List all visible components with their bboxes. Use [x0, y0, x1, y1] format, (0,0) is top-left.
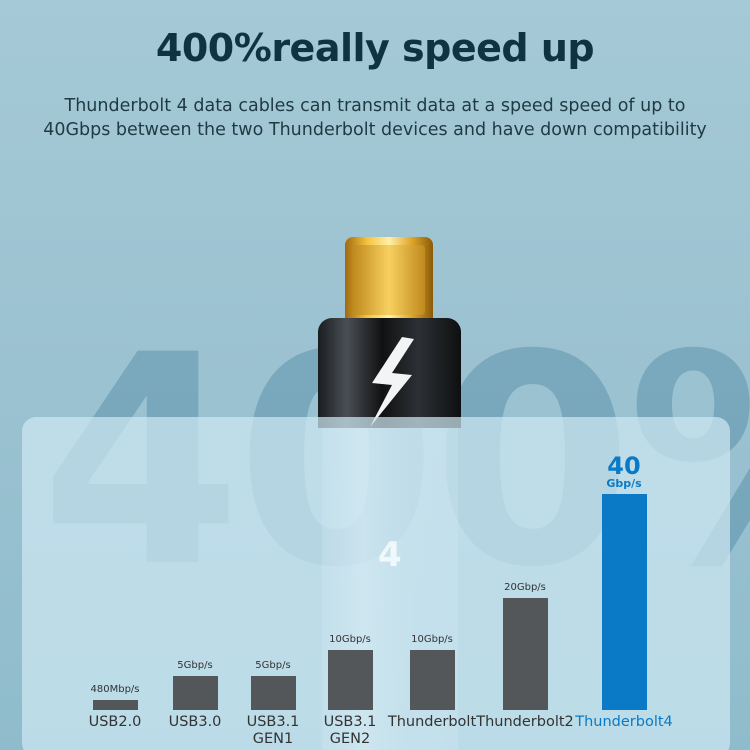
- data-label: 5Gbp/s: [255, 660, 291, 671]
- highlight-value-label: 40: [607, 452, 641, 480]
- data-label: 480Mbp/s: [90, 684, 140, 695]
- data-label: 10Gbp/s: [329, 634, 371, 645]
- data-label: 20Gbp/s: [504, 582, 546, 593]
- subtitle-line: 40Gbps between the two Thunderbolt devic…: [43, 120, 707, 140]
- category-label: USB3.1 GEN1: [246, 714, 300, 747]
- category-label: USB2.0: [88, 714, 142, 730]
- category-label: USB3.1 GEN2: [323, 714, 377, 747]
- category-label: USB3.0: [168, 714, 222, 730]
- page-title: 400%really speed up: [155, 26, 595, 70]
- thunderbolt-bolt-icon: [370, 337, 414, 427]
- data-label: 5Gbp/s: [177, 660, 213, 671]
- bar-0: [93, 700, 138, 710]
- data-label: 10Gbp/s: [411, 634, 453, 645]
- bar-5: [503, 598, 548, 710]
- category-label: Thunderbolt: [387, 714, 477, 730]
- bar-1: [173, 676, 218, 710]
- bar-4: [410, 650, 455, 710]
- subtitle: Thunderbolt 4 data cables can transmit d…: [0, 94, 750, 142]
- usb-c-connector: [345, 237, 433, 321]
- category-label: Thunderbolt2: [476, 714, 574, 730]
- bar-3: [328, 650, 373, 710]
- bar-2: [251, 676, 296, 710]
- category-label: Thunderbolt4: [575, 714, 673, 730]
- cable-mark: 4: [378, 535, 402, 575]
- highlight-unit-label: Gbp/s: [606, 477, 642, 490]
- subtitle-line: Thunderbolt 4 data cables can transmit d…: [64, 96, 686, 116]
- bar-6: [602, 494, 647, 710]
